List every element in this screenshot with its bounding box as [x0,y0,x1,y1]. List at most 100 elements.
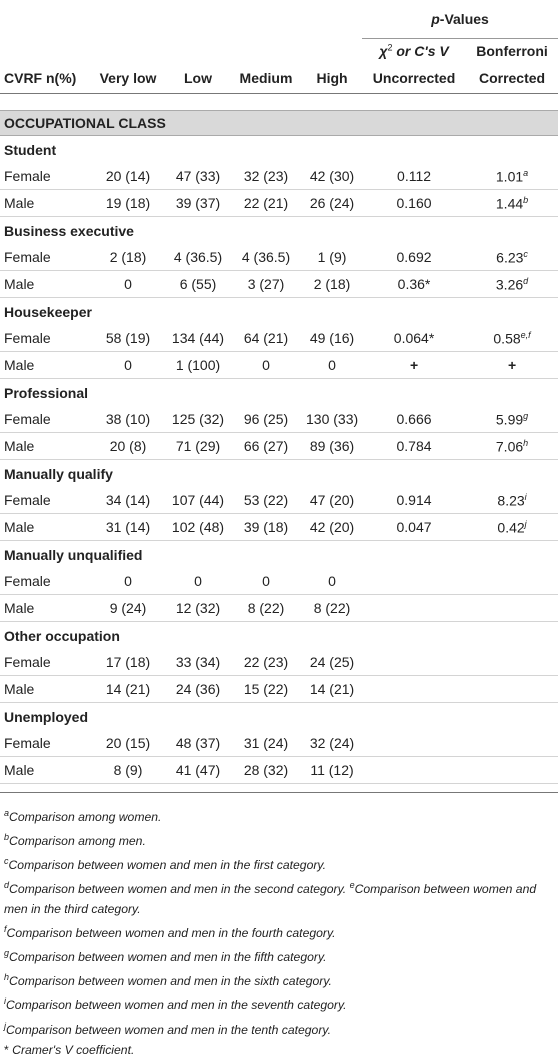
sex-cell: Female [0,568,90,595]
medium-header: Medium [230,63,302,94]
low-cell: 48 (37) [166,730,230,757]
low-cell: 102 (48) [166,513,230,541]
very-low-cell: 31 (14) [90,513,166,541]
table-row: Female 0 0 0 0 [0,568,558,595]
corrected-cell: 5.99g [466,406,558,433]
low-cell: 33 (34) [166,649,230,676]
footnote-mark: c [523,248,528,259]
corrected-cell: 0.42j [466,513,558,541]
group-row: Housekeeper [0,298,558,326]
section-title: OCCUPATIONAL CLASS [0,110,558,136]
uncorrected-cell: 0.914 [362,487,467,514]
table-row: Female 58 (19) 134 (44) 64 (21) 49 (16) 0.064… [0,325,558,352]
very-low-cell: 0 [90,270,166,298]
very-low-cell: 34 (14) [90,487,166,514]
corrected-cell: 1.44b [466,189,558,217]
footnote-text: Comparison between women and men in the … [6,926,336,941]
very-low-cell: 9 (24) [90,594,166,622]
medium-cell: 15 (22) [230,675,302,703]
uncorrected-cell [362,730,467,757]
low-cell: 24 (36) [166,675,230,703]
chi-header: χ2 or C's V [379,42,449,60]
high-cell: 130 (33) [302,406,363,433]
high-cell: 11 (12) [302,756,363,784]
group-title: Unemployed [4,708,89,725]
corrected-value: 0.58 [493,330,521,347]
very-low-cell: 2 (18) [90,244,166,271]
sex-cell: Male [0,432,90,460]
corrected-cell: 1.01a [466,163,558,190]
very-low-cell: 19 (18) [90,189,166,217]
low-cell: 125 (32) [166,406,230,433]
footnote-mark: g [523,410,529,421]
footnote-mark: h [523,437,529,448]
table-row: Female 20 (15) 48 (37) 31 (24) 32 (24) [0,730,558,757]
table-row: Female 34 (14) 107 (44) 53 (22) 47 (20) 0.914… [0,487,558,514]
low-cell: 71 (29) [166,432,230,460]
uncorrected-cell: 0.064* [362,325,467,352]
low-cell: 134 (44) [166,325,230,352]
medium-cell: 0 [230,351,302,379]
uncorrected-cell [362,649,467,676]
footnote-mark: a [523,167,529,178]
footnote-mark: d [523,275,529,286]
low-cell: 39 (37) [166,189,230,217]
table-row: Male 19 (18) 39 (37) 22 (21) 26 (24) 0.160 1.4… [0,189,558,217]
footnote: * Cramer's V coefficient. [4,1040,554,1060]
pvalues-header: p-Values [362,0,558,39]
footnote-mark: e,f [520,329,531,340]
corrected-cell: 3.26d [466,270,558,298]
low-cell: 6 (55) [166,270,230,298]
footnote-text: Comparison between women and men in the … [4,882,537,917]
low-cell: 0 [166,568,230,595]
corrected-cell: 7.06h [466,432,558,460]
low-cell: 12 (32) [166,594,230,622]
footnote: aComparison among women. [4,803,554,827]
corrected-cell [466,649,558,676]
high-cell: 14 (21) [302,675,363,703]
group-title: Manually unqualified [4,546,143,563]
footnote-text: Cramer's V coefficient. [8,1042,135,1057]
table-row: Male 8 (9) 41 (47) 28 (32) 11 (12) [0,756,558,784]
corrected-value: 8.23 [497,492,525,509]
low-cell: 47 (33) [166,163,230,190]
sex-cell: Female [0,325,90,352]
footnote: cComparison between women and men in the… [4,851,554,875]
table-row: Female 2 (18) 4 (36.5) 4 (36.5) 1 (9) 0.692 6.… [0,244,558,271]
medium-cell: 66 (27) [230,432,302,460]
sex-cell: Female [0,487,90,514]
high-cell: 8 (22) [302,594,363,622]
sex-cell: Male [0,756,90,784]
uncorrected-cell [362,568,467,595]
table-row: Female 20 (14) 47 (33) 32 (23) 42 (30) 0.112 1… [0,163,558,190]
group-title: Professional [4,384,89,401]
footnote-text: Comparison between women and men in the … [9,950,327,965]
corrected-value: 6.23 [496,249,524,266]
footnote-text: Comparison between women and men in the … [6,998,347,1013]
low-cell: 41 (47) [166,756,230,784]
very-low-cell: 14 (21) [90,675,166,703]
very-low-cell: 0 [90,568,166,595]
very-low-cell: 17 (18) [90,649,166,676]
sex-cell: Male [0,270,90,298]
corrected-cell [466,594,558,622]
corrected-value: 3.26 [495,276,524,293]
group-title: Manually qualify [4,465,113,482]
corrected-header: Corrected [466,63,558,94]
footnote: fComparison between women and men in the… [4,919,554,943]
table-row: Female 17 (18) 33 (34) 22 (23) 24 (25) [0,649,558,676]
medium-cell: 64 (21) [230,325,302,352]
uncorrected-cell: 0.36* [362,270,467,298]
footnote-mark: b [4,832,10,843]
high-cell: 2 (18) [302,270,363,298]
high-cell: 49 (16) [302,325,363,352]
corrected-cell: 8.23i [466,487,558,514]
table-body: OCCUPATIONAL CLASS Student Female 20 (14) 4… [0,94,558,784]
data-table: p-Values χ2 or C's V Bonferroni CVRF n(%… [0,0,558,784]
footnote-text: Comparison among men. [9,834,146,849]
footnote-text: Comparison between women and men in the … [8,858,327,873]
high-cell: 24 (25) [302,649,363,676]
bonferroni-header: Bonferroni [476,43,548,59]
footnotes: aComparison among women. bComparison amon… [0,792,558,1060]
